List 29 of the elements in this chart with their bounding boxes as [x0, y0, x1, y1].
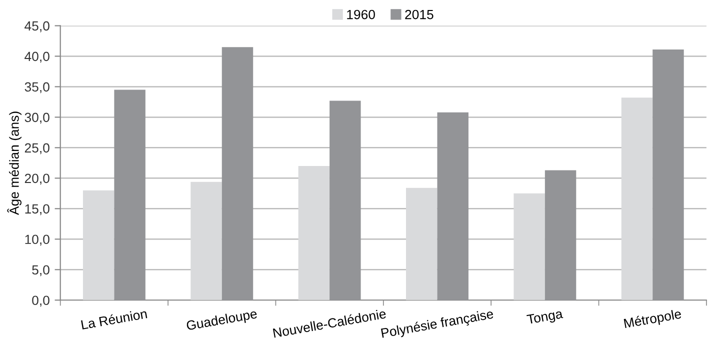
- bar: [621, 98, 653, 300]
- y-tick-label: 15,0: [25, 204, 50, 216]
- x-tick-label: La Réunion: [80, 308, 148, 330]
- y-tick-label: 20,0: [24, 174, 50, 185]
- x-tick-label: Guadeloupe: [186, 308, 258, 333]
- y-tick-label: 0,0: [32, 296, 50, 307]
- bar: [544, 170, 576, 300]
- y-tick-label: 35,0: [24, 82, 50, 94]
- y-tick-label: 40,0: [24, 52, 50, 63]
- bar: [514, 193, 545, 300]
- bar: [114, 90, 146, 300]
- y-tick-label: 25,0: [24, 143, 50, 154]
- bar: [82, 190, 114, 300]
- x-tick-label: Tonga: [526, 308, 564, 327]
- x-tick-label: Métropole: [624, 308, 682, 331]
- bar: [652, 50, 684, 300]
- bar: [437, 112, 468, 300]
- y-tick-label: 5,0: [32, 265, 50, 276]
- y-axis-title: Âge médian (ans): [7, 112, 22, 215]
- bar: [330, 100, 361, 300]
- y-tick-label: 10,0: [25, 234, 50, 246]
- bar: [298, 166, 330, 300]
- bar: [190, 182, 222, 300]
- bar: [406, 188, 438, 300]
- legend-label: 1960: [347, 10, 375, 20]
- y-tick-label: 30,0: [24, 112, 50, 124]
- legend-label: 2015: [405, 10, 434, 20]
- bar: [222, 47, 254, 300]
- y-tick-label: 45,0: [24, 21, 50, 32]
